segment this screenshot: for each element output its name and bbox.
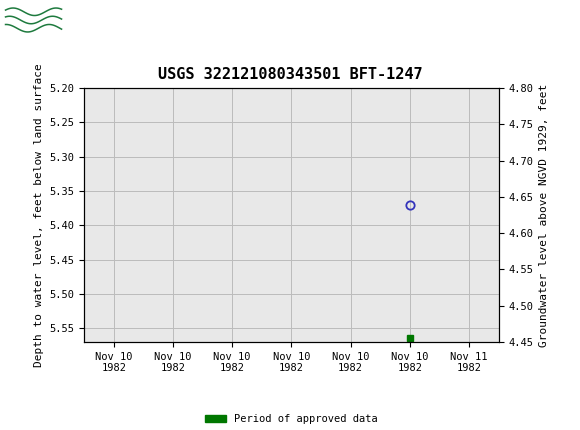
Legend: Period of approved data: Period of approved data xyxy=(201,410,382,428)
Y-axis label: Groundwater level above NGVD 1929, feet: Groundwater level above NGVD 1929, feet xyxy=(539,83,549,347)
Y-axis label: Depth to water level, feet below land surface: Depth to water level, feet below land su… xyxy=(34,63,44,367)
Text: USGS: USGS xyxy=(72,11,132,30)
Text: USGS 322121080343501 BFT-1247: USGS 322121080343501 BFT-1247 xyxy=(158,67,422,82)
